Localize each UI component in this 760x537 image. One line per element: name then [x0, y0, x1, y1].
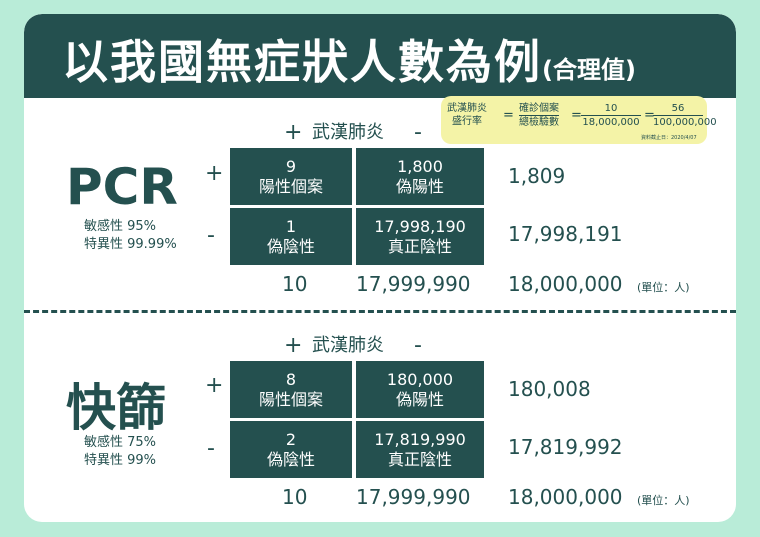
- formula-frac-1: 10 18,000,000: [581, 102, 641, 129]
- cell-value: 1,800: [397, 156, 443, 176]
- formula-mid-bottom: 總檢驗數: [519, 115, 559, 128]
- rapid-col-label: 武漢肺炎: [312, 335, 384, 356]
- formula-mid: 確診個案 總檢驗數: [519, 102, 559, 129]
- pcr-row-total-negative: 17,998,191: [508, 222, 623, 246]
- formula-lhs-bottom: 盛行率: [452, 116, 482, 127]
- section-divider: [24, 310, 736, 313]
- cell-value: 9: [285, 156, 297, 176]
- cell-value: 180,000: [386, 369, 454, 389]
- formula-frac2-bottom: 100,000,000: [653, 115, 717, 128]
- pcr-row-plus: +: [205, 161, 224, 186]
- cell-label: 陽性個案: [258, 176, 323, 196]
- pcr-specificity: 特異性 99.99%: [84, 237, 177, 252]
- pcr-col-plus: +: [284, 120, 303, 145]
- formula-equals-3: =: [644, 108, 655, 123]
- pcr-sensitivity: 敏感性 95%: [84, 219, 157, 234]
- rapid-cell-false-positive: 180,000 偽陽性: [356, 361, 484, 418]
- rapid-row-plus: +: [205, 373, 224, 398]
- rapid-sensitivity: 敏感性 75%: [84, 435, 157, 450]
- rapid-cell-false-negative: 2 偽陰性: [230, 421, 352, 478]
- cell-label: 偽陰性: [266, 236, 315, 256]
- formula-lhs-top: 武漢肺炎: [447, 103, 487, 114]
- pcr-col-total-negative: 17,999,990: [356, 272, 471, 296]
- cell-label: 真正陰性: [387, 236, 452, 256]
- pcr-row-minus: -: [207, 223, 215, 248]
- formula-equals-2: =: [571, 108, 582, 123]
- formula-mid-top: 確診個案: [519, 103, 559, 114]
- pcr-col-minus: -: [414, 120, 422, 145]
- rapid-cell-true-positive: 8 陽性個案: [230, 361, 352, 418]
- cell-label: 偽陽性: [395, 389, 444, 409]
- rapid-grand-total: 18,000,000: [508, 485, 623, 509]
- pcr-cell-true-negative: 17,998,190 真正陰性: [356, 208, 484, 265]
- formula-frac-2: 56 100,000,000: [653, 102, 717, 129]
- page-title: 以我國無症狀人數為例(合理值): [62, 26, 636, 92]
- cell-value: 1: [285, 216, 297, 236]
- pcr-method-label: PCR: [66, 158, 178, 216]
- rapid-row-total-negative: 17,819,992: [508, 435, 623, 459]
- formula-frac2-top: 56: [671, 103, 685, 114]
- cell-value: 17,819,990: [374, 429, 466, 449]
- cell-label: 真正陰性: [387, 449, 452, 469]
- formula-lhs: 武漢肺炎 盛行率: [447, 102, 487, 128]
- rapid-row-minus: -: [207, 436, 215, 461]
- rapid-unit: (單位：人): [637, 494, 690, 507]
- rapid-col-plus: +: [284, 333, 303, 358]
- rapid-col-total-negative: 17,999,990: [356, 485, 471, 509]
- cell-value: 17,998,190: [374, 216, 466, 236]
- rapid-specs: 敏感性 75% 特異性 99%: [84, 434, 156, 470]
- rapid-cell-true-negative: 17,819,990 真正陰性: [356, 421, 484, 478]
- prevalence-formula: 武漢肺炎 盛行率 = 確診個案 總檢驗數 = 10 18,000,000 = 5…: [441, 96, 717, 144]
- pcr-unit: (單位：人): [637, 281, 690, 294]
- rapid-col-minus: -: [414, 333, 422, 358]
- rapid-method-label: 快篩: [66, 379, 166, 437]
- pcr-col-label: 武漢肺炎: [312, 122, 384, 143]
- rapid-row-total-positive: 180,008: [508, 377, 591, 401]
- formula-equals-1: =: [503, 108, 514, 123]
- cell-label: 偽陰性: [266, 449, 315, 469]
- pcr-cell-true-positive: 9 陽性個案: [230, 148, 352, 205]
- pcr-row-total-positive: 1,809: [508, 164, 566, 188]
- cell-value: 8: [285, 369, 297, 389]
- formula-note: 資料截止日：2020/4/07: [641, 135, 697, 141]
- cell-label: 偽陽性: [395, 176, 444, 196]
- formula-frac1-top: 10: [604, 103, 618, 114]
- pcr-cell-false-positive: 1,800 偽陽性: [356, 148, 484, 205]
- cell-label: 陽性個案: [258, 389, 323, 409]
- pcr-grand-total: 18,000,000: [508, 272, 623, 296]
- cell-value: 2: [285, 429, 297, 449]
- title-banner: 以我國無症狀人數為例(合理值): [24, 14, 736, 98]
- pcr-cell-false-negative: 1 偽陰性: [230, 208, 352, 265]
- title-sub: (合理值): [542, 56, 636, 84]
- title-main: 以我國無症狀人數為例: [62, 35, 542, 89]
- formula-frac1-bottom: 18,000,000: [581, 115, 641, 128]
- rapid-specificity: 特異性 99%: [84, 453, 157, 468]
- rapid-col-total-positive: 10: [282, 485, 308, 509]
- pcr-col-total-positive: 10: [282, 272, 308, 296]
- pcr-specs: 敏感性 95% 特異性 99.99%: [84, 218, 177, 254]
